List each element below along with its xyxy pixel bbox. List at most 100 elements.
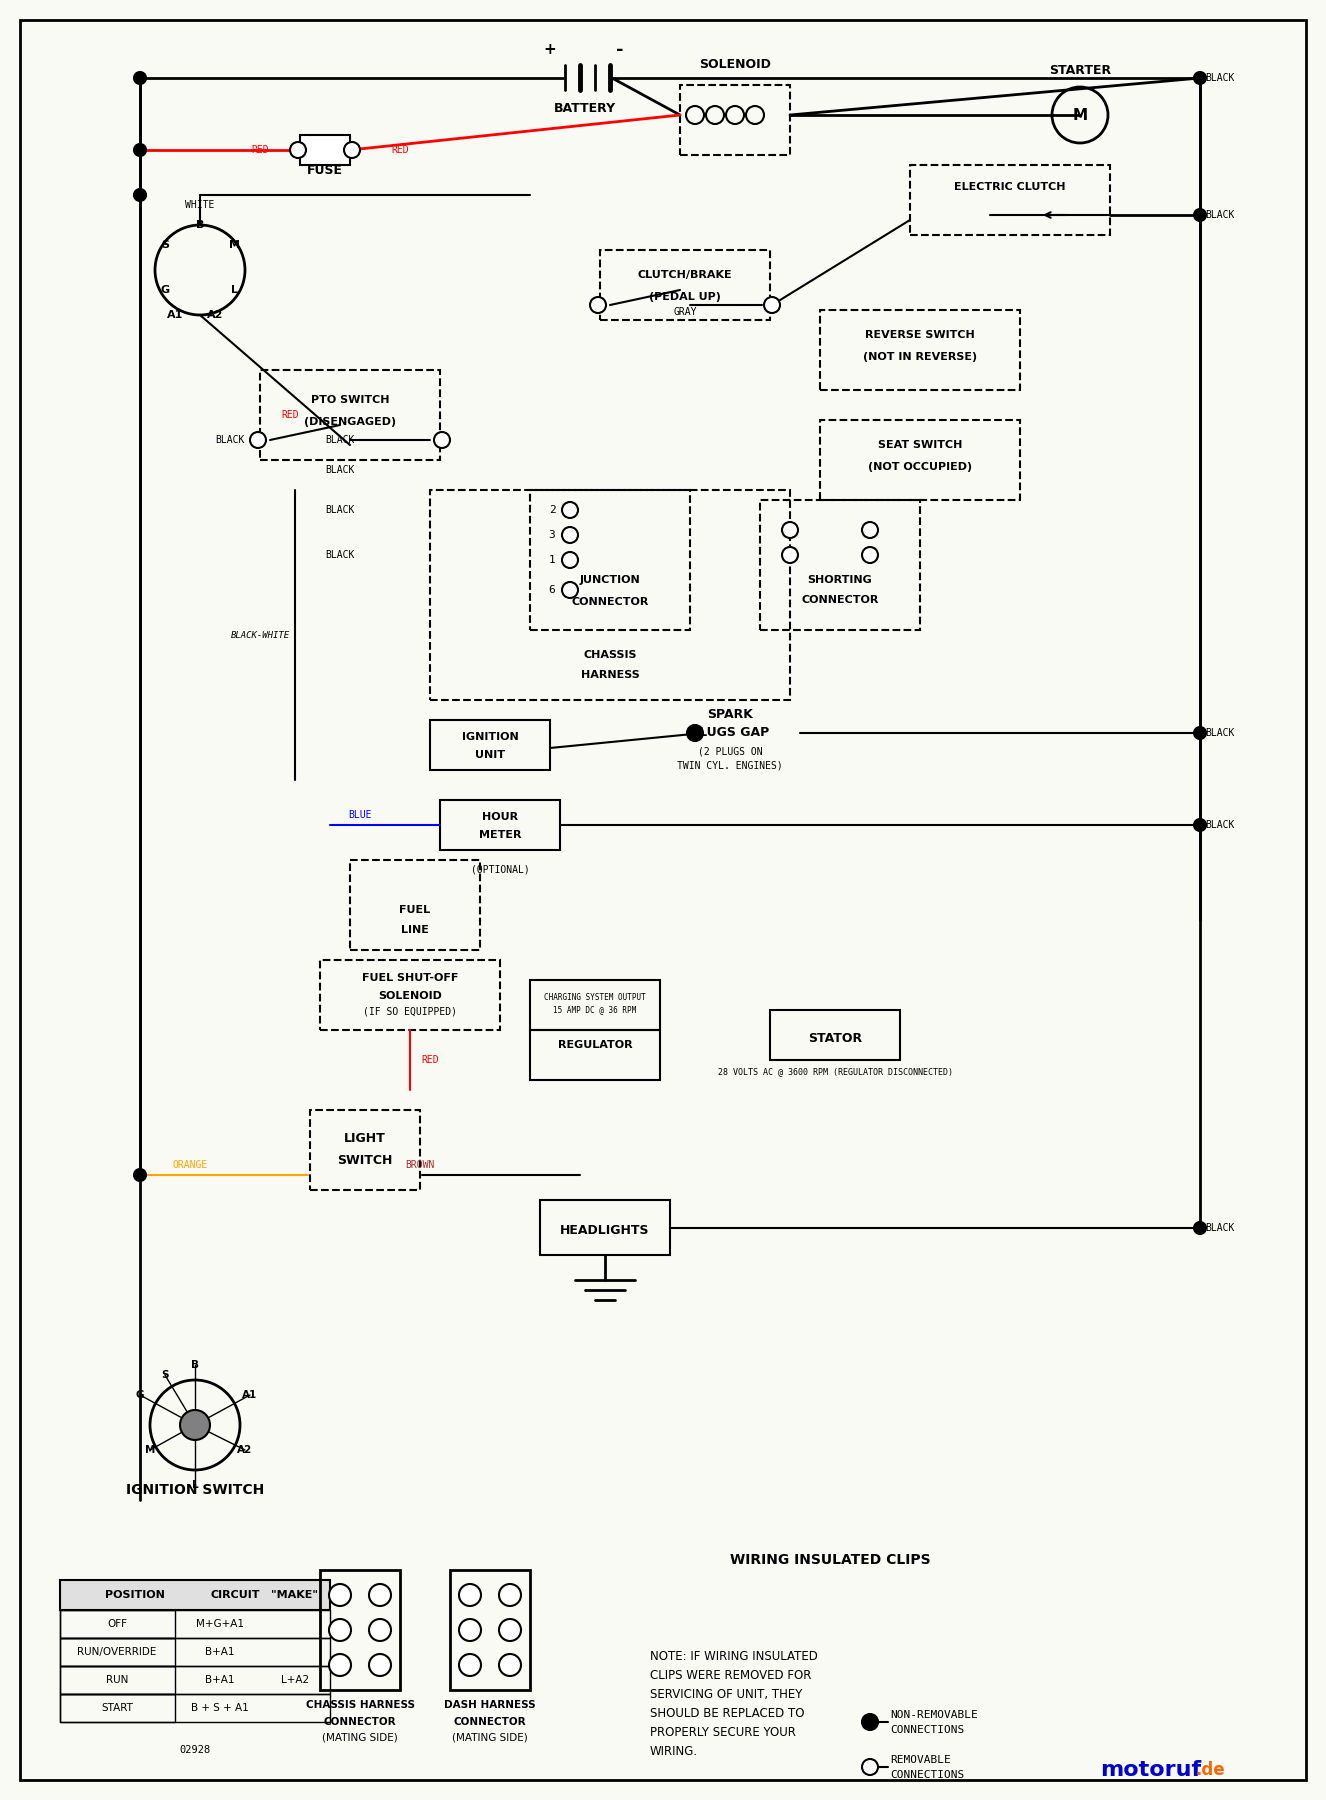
Text: CONNECTOR: CONNECTOR: [324, 1717, 396, 1726]
Text: CONNECTOR: CONNECTOR: [801, 596, 879, 605]
Circle shape: [1193, 727, 1207, 740]
Text: L: L: [192, 1480, 199, 1490]
Text: 15 AMP DC @ 36 RPM: 15 AMP DC @ 36 RPM: [553, 1006, 636, 1015]
Text: O4: O4: [465, 1660, 475, 1670]
Text: B+A1: B+A1: [206, 1676, 235, 1685]
Text: CONNECTIONS: CONNECTIONS: [890, 1769, 964, 1780]
Text: FUEL: FUEL: [399, 905, 431, 914]
Circle shape: [1193, 72, 1207, 85]
Circle shape: [459, 1654, 481, 1676]
Text: IGNITION SWITCH: IGNITION SWITCH: [126, 1483, 264, 1498]
Text: B + S + A1: B + S + A1: [191, 1703, 249, 1714]
Circle shape: [369, 1654, 391, 1676]
Text: CIRCUIT: CIRCUIT: [211, 1589, 260, 1600]
Text: REVERSE SWITCH: REVERSE SWITCH: [865, 329, 975, 340]
Text: L+A2: L+A2: [281, 1676, 309, 1685]
Text: SOLENOID: SOLENOID: [699, 58, 770, 72]
Bar: [60, 1638, 175, 1667]
Text: BLACK: BLACK: [1205, 74, 1235, 83]
Text: NON-REMOVABLE: NON-REMOVABLE: [890, 1710, 977, 1721]
Circle shape: [862, 1714, 878, 1730]
Text: POSITION: POSITION: [105, 1589, 164, 1600]
Text: G: G: [135, 1390, 145, 1400]
Circle shape: [459, 1584, 481, 1606]
Text: BLACK: BLACK: [1205, 821, 1235, 830]
Text: BLACK-WHITE: BLACK-WHITE: [231, 630, 289, 639]
Text: D3: D3: [335, 1591, 345, 1600]
Circle shape: [562, 581, 578, 598]
Text: REMOVABLE: REMOVABLE: [890, 1755, 951, 1766]
Text: RUN: RUN: [106, 1676, 129, 1685]
Text: (OPTIONAL): (OPTIONAL): [471, 866, 529, 875]
Text: A2: A2: [237, 1445, 253, 1454]
Text: BLACK: BLACK: [1205, 211, 1235, 220]
Text: LINE: LINE: [400, 925, 428, 934]
Bar: [530, 490, 690, 630]
Bar: [450, 1570, 530, 1690]
Text: BATTERY: BATTERY: [554, 101, 617, 115]
Text: SHORTING: SHORTING: [808, 574, 873, 585]
Text: (IF SO EQUIPPED): (IF SO EQUIPPED): [363, 1006, 457, 1017]
Text: (NOT OCCUPIED): (NOT OCCUPIED): [869, 463, 972, 472]
Text: 2O: 2O: [505, 1625, 514, 1634]
Text: M: M: [1073, 108, 1087, 122]
Circle shape: [343, 142, 359, 158]
Circle shape: [180, 1409, 210, 1440]
Circle shape: [434, 432, 450, 448]
Text: BLACK: BLACK: [325, 464, 354, 475]
Text: RED: RED: [281, 410, 298, 419]
Text: D5: D5: [465, 1625, 475, 1634]
Text: S: S: [160, 239, 168, 250]
Circle shape: [369, 1618, 391, 1642]
Text: RED: RED: [391, 146, 408, 155]
Text: PLUGS GAP: PLUGS GAP: [691, 727, 769, 740]
Text: M: M: [229, 239, 240, 250]
Text: 1: 1: [549, 554, 556, 565]
Text: CONNECTIONS: CONNECTIONS: [890, 1724, 964, 1735]
Text: CONNECTOR: CONNECTOR: [453, 1717, 526, 1726]
Text: motoruf: motoruf: [1101, 1760, 1201, 1780]
Text: WHITE: WHITE: [186, 200, 215, 211]
Text: 2: 2: [549, 506, 556, 515]
Text: D1: D1: [335, 1660, 345, 1670]
Bar: [430, 490, 790, 700]
Text: (PEDAL UP): (PEDAL UP): [648, 292, 721, 302]
Bar: [320, 959, 500, 1030]
Text: A2: A2: [207, 310, 223, 320]
Text: 6: 6: [549, 585, 556, 596]
Text: UNIT: UNIT: [475, 751, 505, 760]
Text: HEADLIGHTS: HEADLIGHTS: [561, 1224, 650, 1237]
Circle shape: [251, 432, 267, 448]
Text: CHASSIS HARNESS: CHASSIS HARNESS: [305, 1699, 415, 1710]
Bar: [60, 1609, 175, 1638]
Circle shape: [329, 1654, 351, 1676]
Text: JUNCTION: JUNCTION: [579, 574, 640, 585]
Text: ELECTRIC CLUTCH: ELECTRIC CLUTCH: [955, 182, 1066, 193]
Circle shape: [562, 527, 578, 544]
Text: B: B: [196, 220, 204, 230]
Text: SEAT SWITCH: SEAT SWITCH: [878, 439, 963, 450]
Circle shape: [1193, 1222, 1207, 1235]
Bar: [440, 799, 560, 850]
Text: TWIN CYL. ENGINES): TWIN CYL. ENGINES): [678, 761, 782, 770]
Text: O5: O5: [375, 1625, 385, 1634]
Text: BLACK: BLACK: [325, 506, 354, 515]
Text: SWITCH: SWITCH: [337, 1154, 392, 1166]
Text: O6: O6: [465, 1591, 475, 1600]
Text: CONNECTOR: CONNECTOR: [572, 598, 648, 607]
Text: IGNITION: IGNITION: [461, 733, 518, 742]
Bar: [430, 720, 550, 770]
Text: +: +: [544, 43, 557, 58]
Circle shape: [290, 142, 306, 158]
Text: REGULATOR: REGULATOR: [558, 1040, 633, 1049]
Text: (DISENGAGED): (DISENGAGED): [304, 418, 396, 427]
Text: SOLENOID: SOLENOID: [378, 992, 442, 1001]
Text: 02928: 02928: [179, 1744, 211, 1755]
Bar: [60, 1667, 175, 1694]
Bar: [310, 1111, 420, 1190]
Bar: [60, 1694, 175, 1723]
Text: HARNESS: HARNESS: [581, 670, 639, 680]
Circle shape: [499, 1584, 521, 1606]
Text: 3: 3: [508, 1591, 513, 1600]
Bar: [680, 85, 790, 155]
